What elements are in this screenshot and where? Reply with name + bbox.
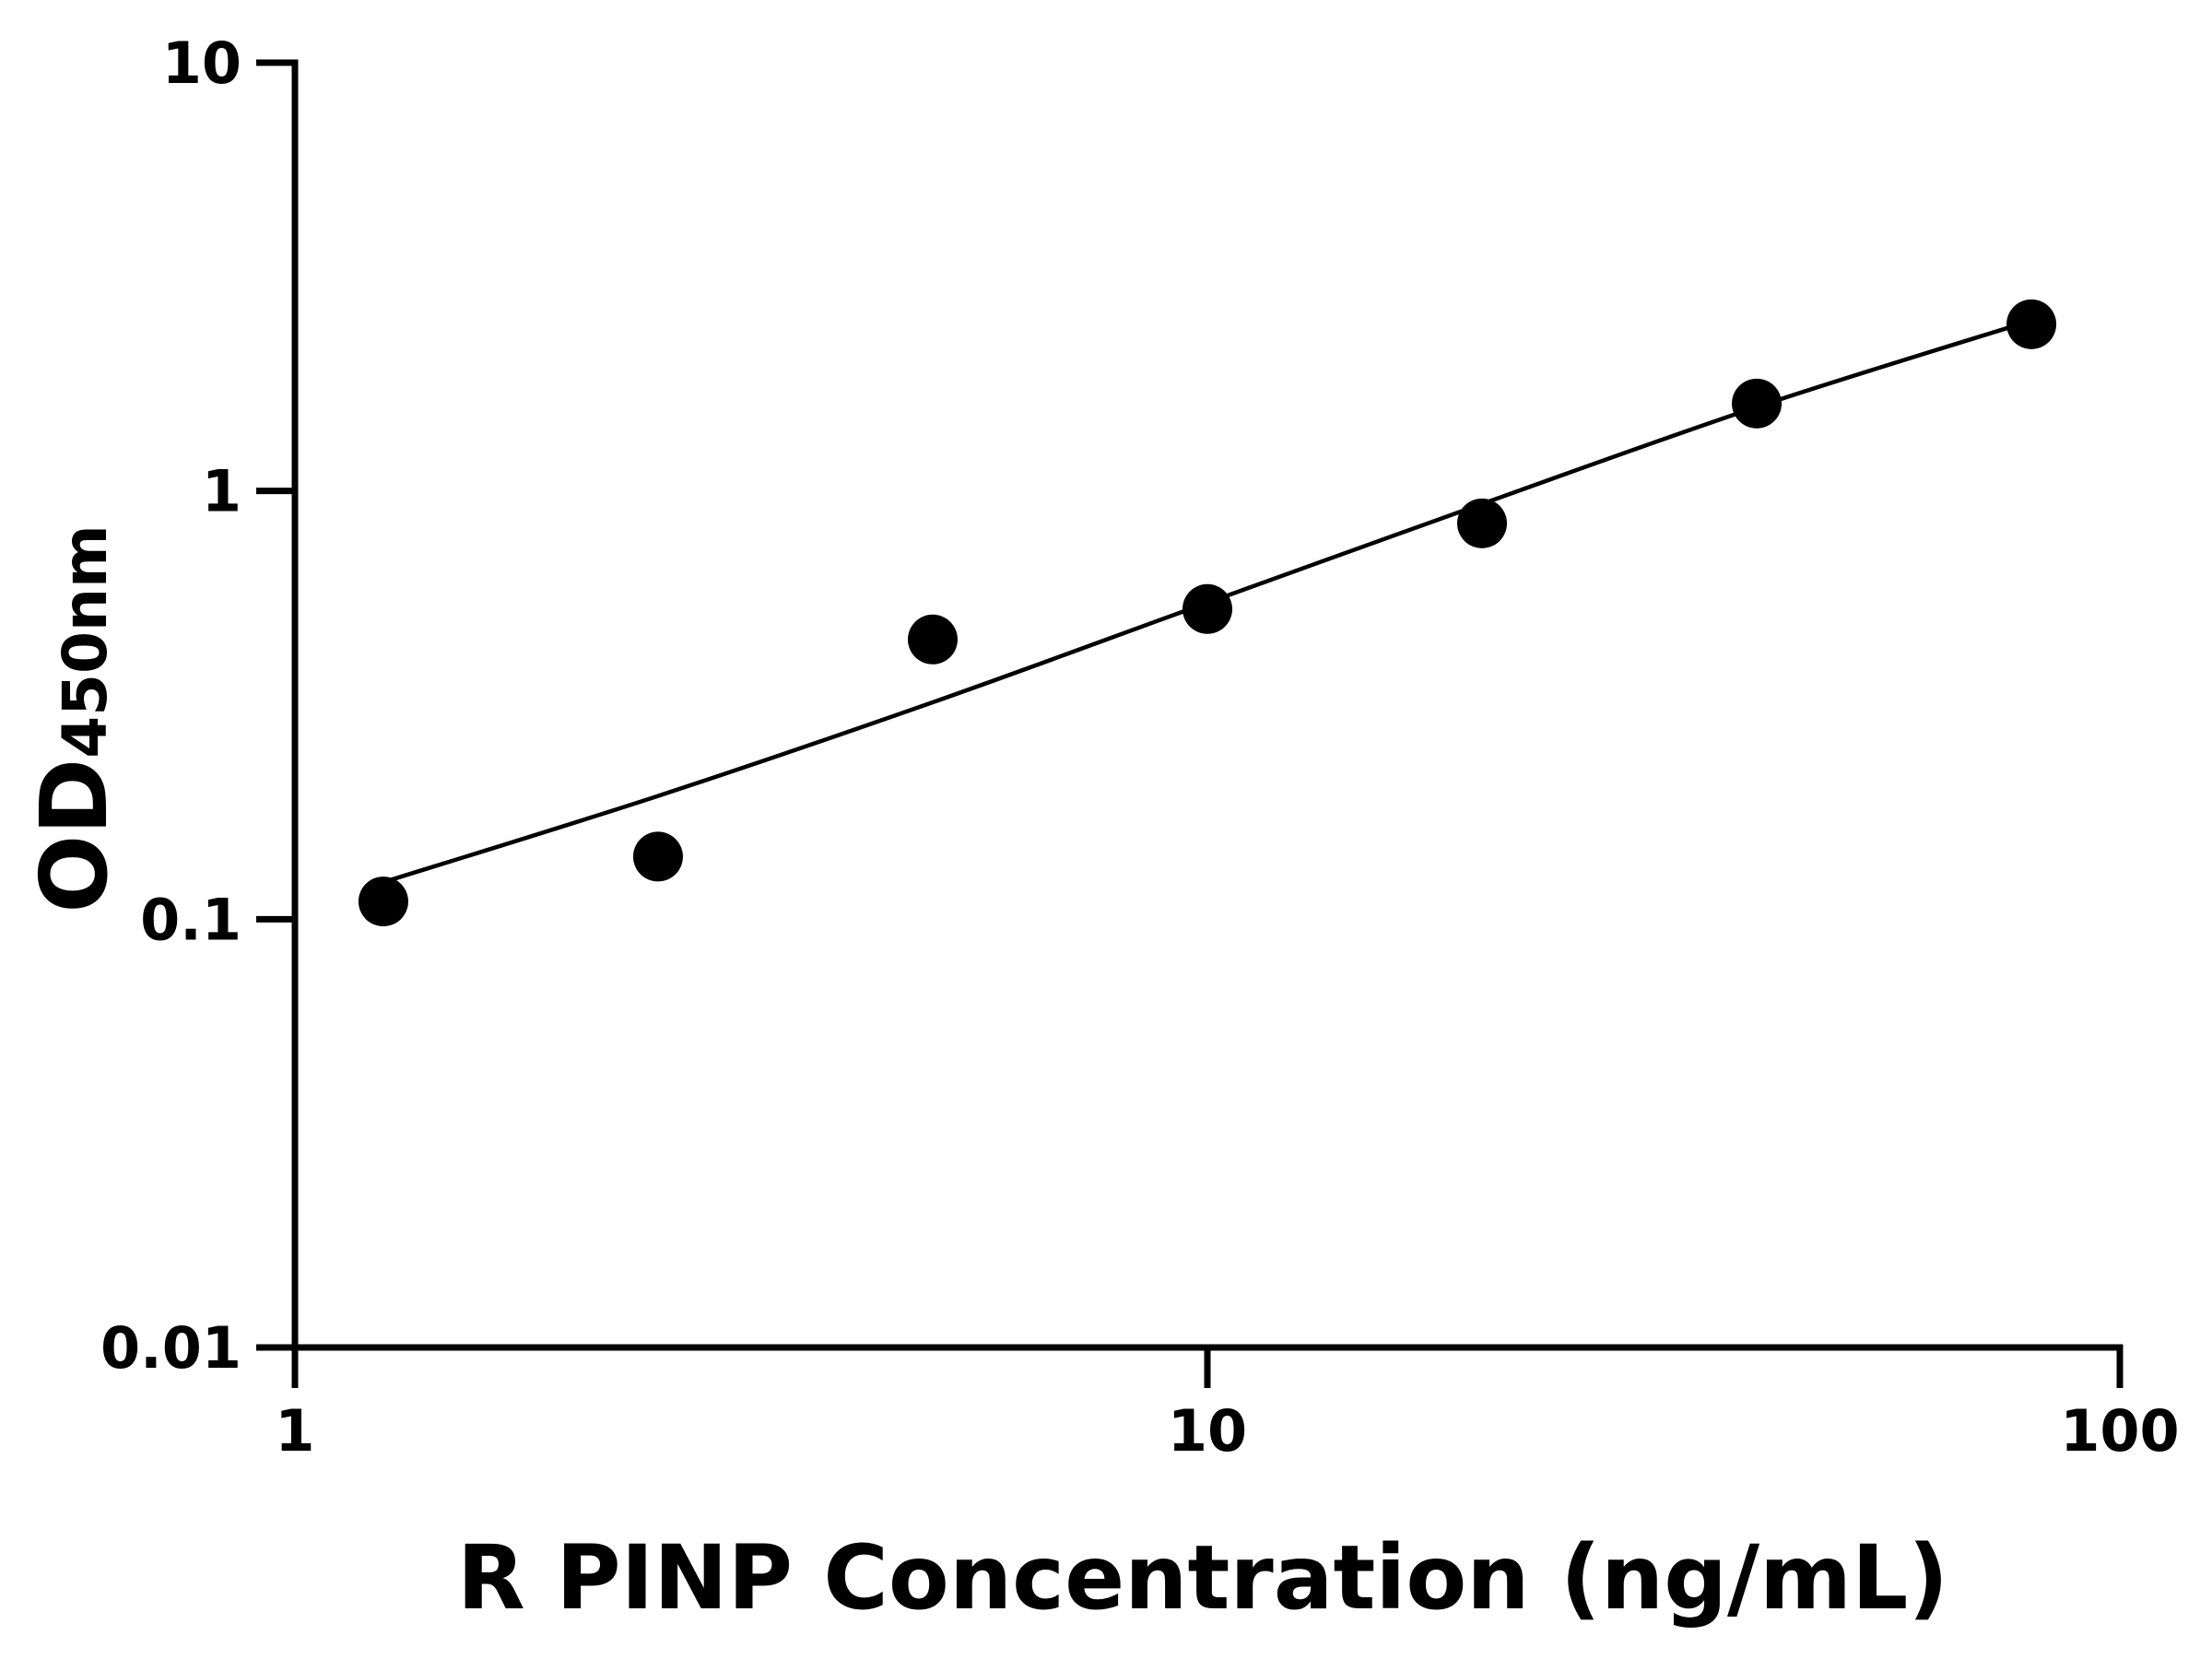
y-tick-label: 0.01 xyxy=(100,1314,241,1382)
data-point xyxy=(2006,299,2057,349)
y-axis: 0.01 0.1 1 10 xyxy=(100,29,299,1382)
y-axis-title-subscript: 450nm xyxy=(50,524,121,759)
x-tick-label: 100 xyxy=(2060,1397,2179,1465)
data-point xyxy=(358,877,408,927)
y-tick-label: 1 xyxy=(202,458,241,525)
data-points-layer xyxy=(358,299,2057,927)
y-tick-label: 0.1 xyxy=(140,886,241,953)
x-axis-title: R PINP Concentration (ng/mL) xyxy=(457,1526,1948,1630)
data-point xyxy=(1182,583,1232,634)
x-axis: 1 10 100 xyxy=(275,1344,2180,1465)
data-point xyxy=(632,831,683,882)
data-point xyxy=(907,614,958,665)
data-point xyxy=(1457,498,1508,548)
x-tick-label: 10 xyxy=(1168,1397,1247,1465)
y-tick-label: 10 xyxy=(162,29,241,97)
x-tick-label: 1 xyxy=(275,1397,314,1465)
y-axis-title: OD450nm xyxy=(20,524,128,913)
data-point xyxy=(1732,378,1783,429)
y-axis-title-main: OD xyxy=(20,759,128,913)
